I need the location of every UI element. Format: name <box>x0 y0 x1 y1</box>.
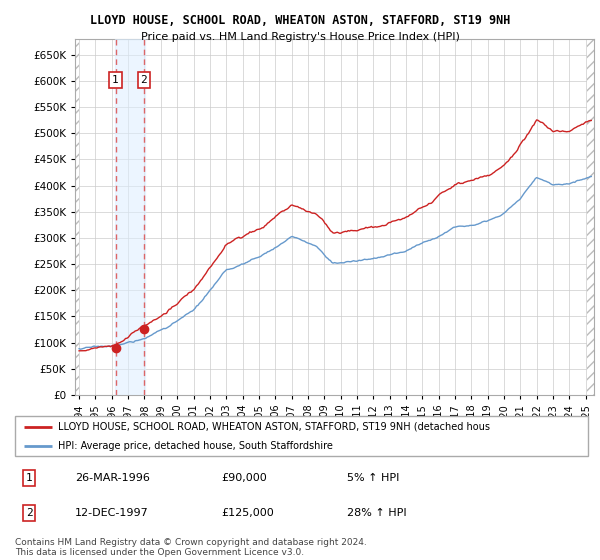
Text: Price paid vs. HM Land Registry's House Price Index (HPI): Price paid vs. HM Land Registry's House … <box>140 32 460 43</box>
Text: 1: 1 <box>26 473 33 483</box>
Text: 2: 2 <box>140 75 147 85</box>
Text: 5% ↑ HPI: 5% ↑ HPI <box>347 473 400 483</box>
Text: £90,000: £90,000 <box>221 473 267 483</box>
Text: £125,000: £125,000 <box>221 508 274 518</box>
Text: LLOYD HOUSE, SCHOOL ROAD, WHEATON ASTON, STAFFORD, ST19 9NH: LLOYD HOUSE, SCHOOL ROAD, WHEATON ASTON,… <box>90 14 510 27</box>
Text: 12-DEC-1997: 12-DEC-1997 <box>75 508 149 518</box>
Text: 1: 1 <box>112 75 119 85</box>
FancyBboxPatch shape <box>15 416 588 456</box>
Text: HPI: Average price, detached house, South Staffordshire: HPI: Average price, detached house, Sout… <box>58 441 333 450</box>
Bar <box>75 39 79 395</box>
Text: 26-MAR-1996: 26-MAR-1996 <box>75 473 150 483</box>
Text: 2: 2 <box>26 508 33 518</box>
Text: 28% ↑ HPI: 28% ↑ HPI <box>347 508 407 518</box>
Bar <box>587 39 600 395</box>
Bar <box>115 39 145 395</box>
Text: LLOYD HOUSE, SCHOOL ROAD, WHEATON ASTON, STAFFORD, ST19 9NH (detached hous: LLOYD HOUSE, SCHOOL ROAD, WHEATON ASTON,… <box>58 422 490 432</box>
Text: Contains HM Land Registry data © Crown copyright and database right 2024.
This d: Contains HM Land Registry data © Crown c… <box>15 538 367 557</box>
